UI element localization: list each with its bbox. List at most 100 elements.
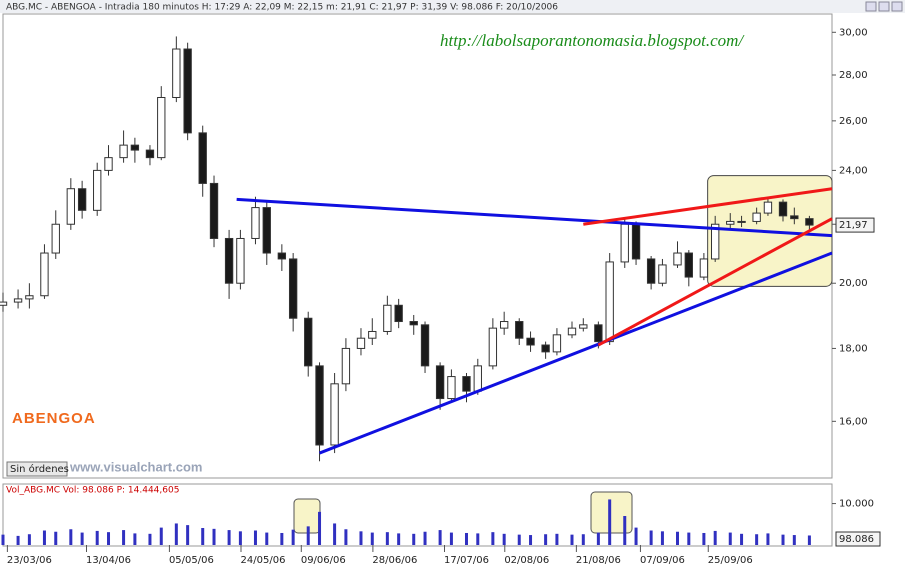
window-buttons[interactable] [865, 1, 903, 12]
volume-bar [728, 532, 732, 545]
volume-bar [792, 535, 796, 545]
candle-body [699, 258, 709, 278]
candle-body [315, 365, 324, 446]
volume-bar [438, 530, 442, 545]
candle-body [526, 337, 535, 346]
candle-body [157, 96, 166, 159]
volume-bar [623, 516, 627, 545]
trendline [318, 251, 833, 455]
candle-body [368, 330, 377, 339]
volume-bar [265, 532, 269, 545]
volume-bar [702, 532, 706, 545]
candle-body [499, 321, 509, 329]
volume-bar [570, 534, 574, 545]
status[interactable]: Sin órdenes [10, 463, 69, 475]
volume-bar [660, 531, 664, 545]
candle-body [304, 317, 313, 367]
volume-bar [596, 532, 600, 545]
volume-bar [517, 534, 521, 545]
trendline [583, 187, 833, 226]
last-price-box [835, 217, 875, 233]
volume-bar [107, 532, 111, 545]
candle-body [763, 201, 773, 214]
volume-bar [476, 533, 480, 545]
x-tick-label: 24/05/06 [241, 555, 286, 566]
volume-bar [370, 532, 374, 545]
y-tick-label: 26,00 [839, 116, 868, 127]
candle-body [752, 212, 761, 222]
volume-bar [1, 534, 5, 545]
button[interactable] [865, 1, 877, 12]
candle-body [605, 261, 614, 343]
volume-bar [449, 532, 453, 545]
candle-body [488, 327, 498, 367]
candle-body [447, 376, 456, 400]
y-tick-label: 24,00 [839, 165, 868, 176]
volume-bar [676, 531, 680, 545]
candle-body [631, 223, 641, 260]
volume-highlight [590, 491, 633, 534]
volume-bar [280, 532, 284, 545]
volume-bar [122, 530, 126, 545]
candle-body [620, 223, 629, 263]
header: ABG.MC - ABENGOA - Intradia 180 minutos … [6, 3, 558, 13]
candle-body [251, 207, 260, 239]
button[interactable] [891, 1, 903, 12]
volume-title: Vol_ABG.MC Vol: 98.086 P: 14.444,605 [6, 486, 179, 496]
y-tick-label: 30,00 [839, 27, 868, 38]
candle-body [435, 365, 445, 400]
candle-body [673, 252, 682, 266]
candle-body [40, 252, 49, 297]
candle-body [473, 365, 482, 392]
y-tick-label: 20,00 [839, 278, 868, 289]
volume-bar [227, 530, 231, 545]
candle-body [236, 237, 245, 284]
button[interactable] [878, 1, 890, 12]
candle-body [209, 182, 219, 239]
candle-body [541, 344, 550, 353]
candle-body [356, 337, 366, 349]
volume-bar [502, 533, 506, 545]
candle-body [567, 327, 577, 336]
volume-bar [174, 523, 178, 545]
candle-body [172, 48, 181, 98]
x-tick-label: 05/05/06 [169, 555, 214, 566]
candle-body [104, 157, 113, 171]
volume-bar [148, 533, 152, 545]
candle-body [25, 295, 34, 300]
trendline [597, 217, 833, 347]
brand: ABENGOA [12, 410, 96, 427]
candle-body [790, 215, 799, 220]
x-tick-label: 21/08/06 [576, 555, 621, 566]
volume-bar [687, 532, 691, 545]
volume-bar [69, 529, 73, 545]
volume-bar [412, 533, 416, 545]
candle-body [66, 188, 76, 225]
volume-bar [491, 532, 495, 545]
status-box[interactable] [6, 461, 68, 477]
x-tick-label: 25/09/06 [708, 555, 753, 566]
last-price: 21,97 [839, 220, 868, 231]
candle-body [552, 334, 562, 353]
volume-bar [318, 511, 322, 545]
volume-bar [397, 533, 401, 545]
candle-body [711, 223, 720, 260]
x-tick-label: 28/06/06 [372, 555, 417, 566]
y-tick-label: 10.000 [839, 499, 874, 510]
volume-bar [186, 525, 190, 545]
candle-body [13, 298, 23, 303]
volume-bar [291, 529, 295, 545]
volume-bar [42, 530, 46, 545]
volume-bar [27, 534, 31, 545]
x-tick-label: 09/06/06 [301, 555, 346, 566]
volume-bar [544, 534, 548, 545]
volume-bar [766, 533, 770, 545]
candle-body [684, 252, 693, 278]
candle-body [737, 220, 746, 223]
x-tick-label: 17/07/06 [444, 555, 489, 566]
volume-bar [201, 528, 205, 545]
volume-bar [54, 531, 58, 545]
volume-bar [581, 534, 585, 545]
y-tick-label: 16,00 [839, 416, 868, 427]
trendline [236, 197, 833, 238]
